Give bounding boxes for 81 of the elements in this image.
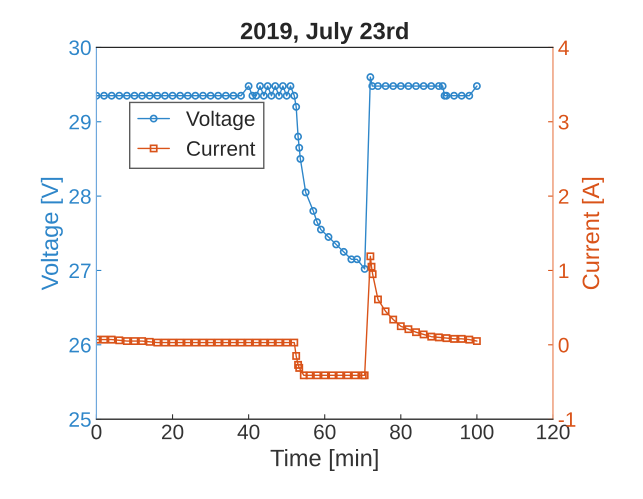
point — [412, 328, 420, 336]
point — [168, 338, 176, 347]
point — [300, 371, 308, 380]
point — [260, 338, 268, 347]
point — [368, 270, 377, 278]
point — [313, 371, 322, 380]
point — [122, 337, 131, 346]
point — [146, 338, 154, 346]
point — [360, 371, 369, 380]
y2-tick-label: 4 — [558, 40, 569, 55]
point — [191, 338, 200, 347]
x-tick-label: 80 — [390, 424, 412, 440]
point — [442, 334, 450, 342]
y-axis-title: Voltage [V] — [40, 178, 63, 290]
y-tick-label: 29 — [69, 114, 91, 130]
point — [237, 338, 245, 347]
y-tick-label: 28 — [69, 189, 91, 204]
point — [229, 338, 238, 347]
point — [222, 338, 230, 347]
point — [108, 336, 116, 344]
x-tick-label: 60 — [314, 424, 336, 440]
point — [434, 333, 443, 342]
point — [184, 338, 192, 347]
point — [366, 252, 374, 260]
point — [214, 338, 222, 347]
point — [306, 371, 314, 380]
y2-axis-title: Current [A] — [582, 178, 604, 290]
point — [374, 295, 382, 304]
y2-tick-label: 1 — [559, 264, 568, 278]
point — [176, 338, 184, 347]
x-axis-title: Time [min] — [270, 448, 378, 472]
point — [130, 337, 138, 346]
point — [160, 338, 169, 347]
point — [382, 307, 390, 316]
point — [450, 334, 458, 343]
point — [320, 371, 329, 380]
point — [404, 325, 412, 334]
point — [100, 336, 108, 344]
point — [358, 371, 367, 380]
point — [472, 337, 481, 346]
x-tick-label: 40 — [238, 424, 260, 440]
point — [294, 360, 302, 369]
x-tick-label: 0 — [91, 424, 102, 440]
point — [153, 338, 162, 347]
point — [206, 338, 215, 347]
y-tick-label: 26 — [69, 338, 91, 353]
point — [115, 336, 124, 344]
y2-tick-label: 3 — [558, 114, 569, 130]
y2-tick-label: -1 — [558, 412, 576, 427]
chart-title: 2019, July 23rd — [240, 22, 408, 44]
y-tick-label: 25 — [69, 412, 91, 427]
point — [344, 371, 352, 380]
point — [420, 330, 428, 338]
legend-label: Current — [187, 141, 256, 156]
point — [328, 371, 336, 380]
legend-label: Voltage — [186, 110, 255, 130]
point — [336, 371, 344, 380]
point — [199, 338, 207, 347]
x-tick-label: 20 — [162, 424, 184, 440]
point — [389, 316, 398, 324]
point — [295, 364, 304, 372]
x-tick-label: 100 — [461, 424, 494, 440]
point — [138, 337, 146, 346]
point — [282, 338, 291, 347]
y-tick-label: 30 — [69, 40, 91, 56]
point — [244, 338, 253, 347]
point — [267, 338, 276, 347]
point — [292, 352, 300, 360]
y2-tick-label: 0 — [558, 338, 569, 353]
point — [427, 332, 436, 341]
point — [290, 338, 298, 347]
point — [396, 322, 405, 330]
point — [351, 371, 360, 380]
y2-tick-label: 2 — [558, 189, 568, 204]
point — [252, 338, 260, 347]
point — [275, 338, 284, 347]
point — [465, 336, 474, 344]
y-tick-label: 27 — [69, 263, 91, 278]
x-tick-label: 120 — [537, 424, 570, 440]
point — [368, 262, 376, 271]
point — [458, 334, 466, 343]
